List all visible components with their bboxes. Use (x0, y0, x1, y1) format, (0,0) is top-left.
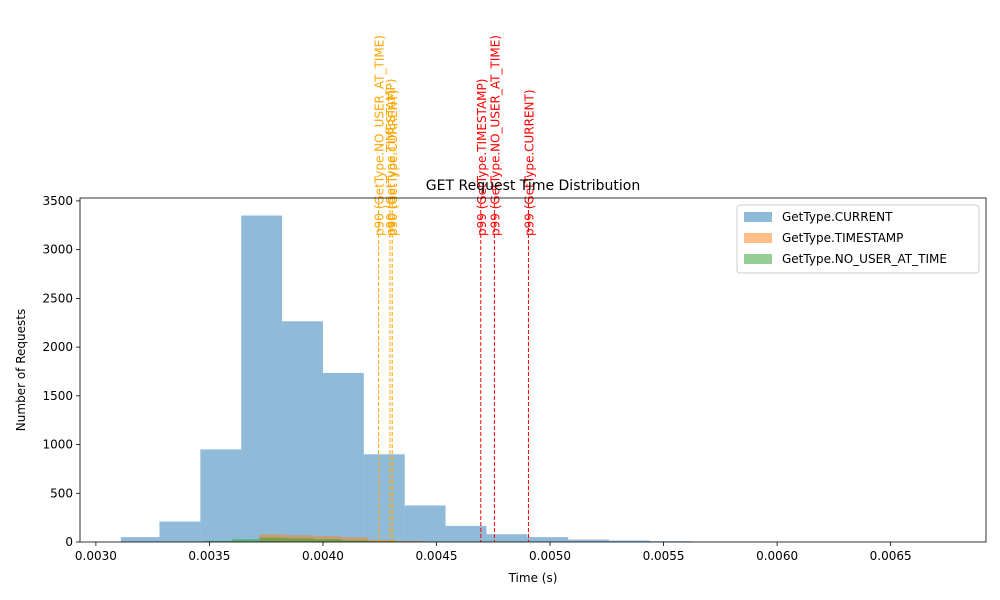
x-axis-title: Time (s) (508, 571, 558, 585)
y-tick-label: 1000 (42, 438, 73, 452)
histogram-bar (204, 540, 233, 542)
x-tick-label: 0.0040 (302, 549, 344, 563)
y-tick-label: 0 (65, 535, 73, 549)
percentile-line-label: p90 (GetType.TIMESTAMP) (384, 79, 398, 236)
histogram-bar (159, 521, 201, 542)
percentile-line-label: p99 (GetType.TIMESTAMP) (475, 79, 489, 236)
x-tick-label: 0.0055 (643, 549, 685, 563)
histogram-bar (313, 539, 342, 542)
histogram-bar (120, 537, 160, 542)
histogram-bar (609, 540, 650, 542)
legend-swatch (744, 254, 772, 264)
histogram-bar (259, 537, 287, 542)
histogram-bars (120, 215, 937, 542)
x-tick-label: 0.0065 (870, 549, 912, 563)
histogram-bar (368, 539, 396, 542)
legend-label: GetType.CURRENT (782, 210, 893, 224)
legend-box (736, 204, 980, 274)
histogram-bar (568, 539, 610, 542)
histogram-bar (232, 539, 260, 542)
percentile-lines: p90 (GetType.NO_USER_AT_TIME)p90 (GetTyp… (373, 35, 536, 542)
series-gettype-current (120, 215, 937, 542)
x-tick-label: 0.0045 (415, 549, 457, 563)
percentile-line-label: p99 (GetType.CURRENT) (522, 89, 536, 236)
histogram-bar (286, 538, 314, 542)
percentile-line-label: p99 (GetType.NO_USER_AT_TIME) (488, 35, 502, 236)
histogram-bar (282, 321, 323, 542)
plot-frame (79, 197, 987, 543)
histogram-bar (527, 537, 569, 542)
histogram-bar (363, 454, 405, 542)
percentile-line-label: p90 (GetType.NO_USER_AT_TIME) (373, 35, 387, 236)
percentile-line-label: p90 (GetType.CURRENT) (386, 89, 400, 236)
histogram-bar (241, 215, 283, 542)
histogram-bar (404, 505, 446, 542)
histogram-bar (322, 372, 364, 542)
legend-label: GetType.NO_USER_AT_TIME (782, 252, 947, 266)
legend: GetType.CURRENT GetType.TIMESTAMP GetType.… (736, 204, 980, 274)
y-axis-title: Number of Requests (14, 309, 28, 431)
y-tick-label: 2000 (42, 340, 73, 354)
x-tick-label: 0.0030 (75, 549, 117, 563)
legend-swatch (744, 233, 772, 243)
histogram-bar (341, 540, 369, 542)
y-tick-label: 2500 (42, 291, 73, 305)
histogram-bar (200, 449, 242, 542)
y-tick-label: 500 (50, 486, 73, 500)
histogram-bar (341, 537, 369, 542)
histogram-bar (445, 525, 487, 542)
x-axis-ticks: 0.0030 0.0035 0.0040 0.0045 0.0050 0.0055 0.00… (75, 542, 912, 563)
legend-swatch (744, 212, 772, 222)
y-tick-label: 1500 (42, 389, 73, 403)
y-tick-label: 3500 (42, 194, 73, 208)
legend-label: GetType.TIMESTAMP (782, 231, 903, 245)
chart-title: GET Request Time Distribution (426, 178, 640, 194)
y-axis-ticks: 0 500 1000 1500 2000 2500 3000 3500 (42, 194, 80, 549)
histogram-bar (395, 541, 423, 542)
x-tick-label: 0.0035 (188, 549, 230, 563)
histogram-bar (486, 534, 528, 542)
x-tick-label: 0.0060 (756, 549, 798, 563)
y-tick-label: 3000 (42, 243, 73, 257)
x-tick-label: 0.0050 (529, 549, 571, 563)
